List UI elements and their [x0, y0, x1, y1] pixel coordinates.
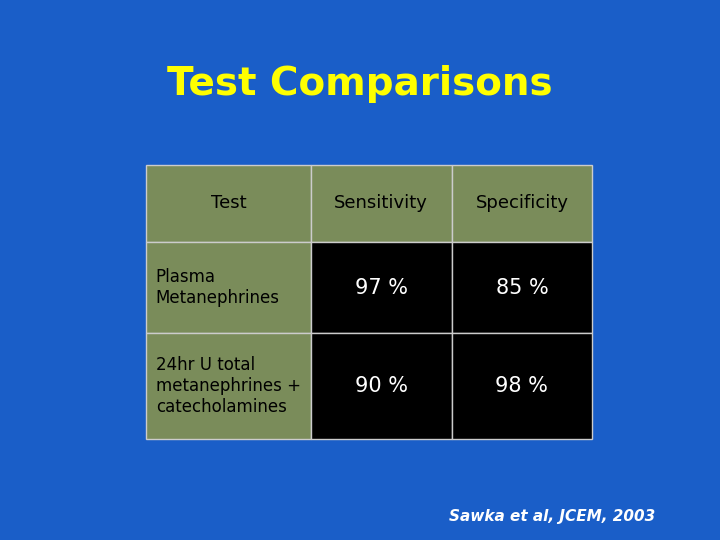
Text: Sensitivity: Sensitivity [334, 194, 428, 212]
Text: 97 %: 97 % [355, 278, 408, 298]
Bar [311, 334, 451, 439]
Bar [451, 165, 593, 242]
Bar [145, 242, 311, 334]
Bar [451, 242, 593, 334]
Bar [311, 242, 451, 334]
Text: 98 %: 98 % [495, 376, 549, 396]
Text: 24hr U total
metanephrines +
catecholamines: 24hr U total metanephrines + catecholami… [156, 356, 301, 416]
Bar [451, 334, 593, 439]
Text: Sawka et al, JCEM, 2003: Sawka et al, JCEM, 2003 [449, 509, 655, 524]
Bar [145, 165, 311, 242]
Text: Test Comparisons: Test Comparisons [167, 65, 553, 103]
Text: Test: Test [210, 194, 246, 212]
Bar [311, 165, 451, 242]
Text: 85 %: 85 % [495, 278, 548, 298]
Bar [145, 334, 311, 439]
Text: Plasma
Metanephrines: Plasma Metanephrines [156, 268, 280, 307]
Text: 90 %: 90 % [355, 376, 408, 396]
Text: Specificity: Specificity [475, 194, 568, 212]
